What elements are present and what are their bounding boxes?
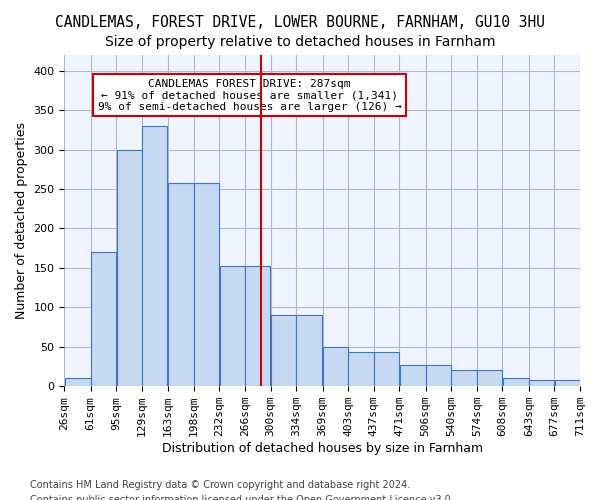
Text: CANDLEMAS FOREST DRIVE: 287sqm
← 91% of detached houses are smaller (1,341)
9% o: CANDLEMAS FOREST DRIVE: 287sqm ← 91% of … xyxy=(98,78,401,112)
Bar xyxy=(271,315,296,386)
Text: Contains HM Land Registry data © Crown copyright and database right 2024.: Contains HM Land Registry data © Crown c… xyxy=(30,480,410,490)
Bar xyxy=(168,183,194,386)
Text: Contains public sector information licensed under the Open Government Licence v3: Contains public sector information licen… xyxy=(30,495,454,500)
Bar xyxy=(400,365,425,386)
Bar xyxy=(426,365,451,386)
Bar xyxy=(374,352,399,386)
Bar xyxy=(296,315,322,386)
Bar xyxy=(503,378,529,386)
Bar xyxy=(529,380,554,386)
Text: CANDLEMAS, FOREST DRIVE, LOWER BOURNE, FARNHAM, GU10 3HU: CANDLEMAS, FOREST DRIVE, LOWER BOURNE, F… xyxy=(55,15,545,30)
Bar xyxy=(116,150,142,386)
Bar xyxy=(349,352,374,386)
X-axis label: Distribution of detached houses by size in Farnham: Distribution of detached houses by size … xyxy=(161,442,483,455)
Bar xyxy=(220,266,245,386)
Bar xyxy=(91,252,116,386)
Y-axis label: Number of detached properties: Number of detached properties xyxy=(15,122,28,319)
Text: Size of property relative to detached houses in Farnham: Size of property relative to detached ho… xyxy=(105,35,495,49)
Bar xyxy=(554,380,580,386)
Bar xyxy=(194,183,219,386)
Bar xyxy=(65,378,91,386)
Bar xyxy=(323,347,348,386)
Bar xyxy=(245,266,271,386)
Bar xyxy=(451,370,476,386)
Bar xyxy=(142,126,167,386)
Bar xyxy=(477,370,502,386)
